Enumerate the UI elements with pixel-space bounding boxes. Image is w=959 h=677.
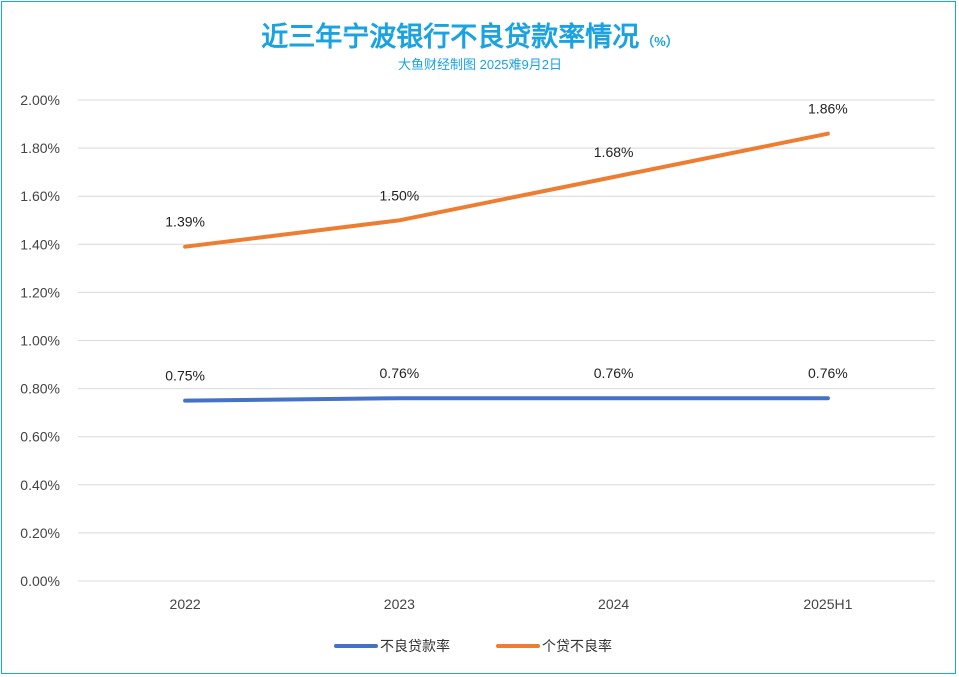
x-tick-label: 2025H1 — [803, 596, 852, 612]
y-tick-label: 1.40% — [20, 236, 60, 252]
y-tick-label: 1.20% — [20, 284, 60, 300]
data-label: 1.50% — [380, 187, 420, 203]
data-label: 0.75% — [165, 368, 205, 384]
data-label: 0.76% — [594, 365, 634, 381]
y-tick-label: 2.00% — [20, 92, 60, 108]
data-label: 0.76% — [808, 365, 848, 381]
series-line-1 — [183, 396, 830, 403]
y-tick-label: 0.40% — [20, 477, 60, 493]
chart-title-unit: （%） — [641, 34, 679, 49]
data-label: 0.76% — [380, 365, 420, 381]
y-axis-ticks: 0.00% 0.20% 0.40% 0.60% 0.80% 1.00% 1.20% 1.40%… — [20, 92, 60, 589]
grid-lines — [78, 99, 935, 582]
y-tick-label: 0.60% — [20, 429, 60, 445]
x-tick-label: 2023 — [384, 596, 415, 612]
x-tick-label: 2024 — [598, 596, 629, 612]
chart-subtitle: 大鱼财经制图 2025难9月2日 — [398, 57, 562, 72]
series-line-2 — [183, 131, 830, 249]
series-group: 0.75% 0.76% 0.76% 0.76% 1.39% 1.50% 1.68% 1.86% — [165, 101, 848, 403]
legend-label: 个贷不良率 — [542, 638, 612, 654]
chart-title-text: 近三年宁波银行不良贷款率情况 — [261, 21, 639, 52]
legend-label: 不良贷款率 — [380, 638, 450, 654]
x-axis-ticks: 2022 2023 2024 2025H1 — [170, 596, 853, 612]
y-tick-label: 0.00% — [20, 573, 60, 589]
chart-title: 近三年宁波银行不良贷款率情况 （%） — [261, 21, 679, 52]
data-label: 1.86% — [808, 101, 848, 117]
y-tick-label: 1.00% — [20, 333, 60, 349]
y-tick-label: 0.80% — [20, 381, 60, 397]
y-tick-label: 1.80% — [20, 140, 60, 156]
y-tick-label: 0.20% — [20, 525, 60, 541]
data-label: 1.68% — [594, 144, 634, 160]
data-label: 1.39% — [165, 214, 205, 230]
x-tick-label: 2022 — [170, 596, 201, 612]
y-tick-label: 1.60% — [20, 188, 60, 204]
legend: 不良贷款率 个贷不良率 — [334, 638, 612, 654]
